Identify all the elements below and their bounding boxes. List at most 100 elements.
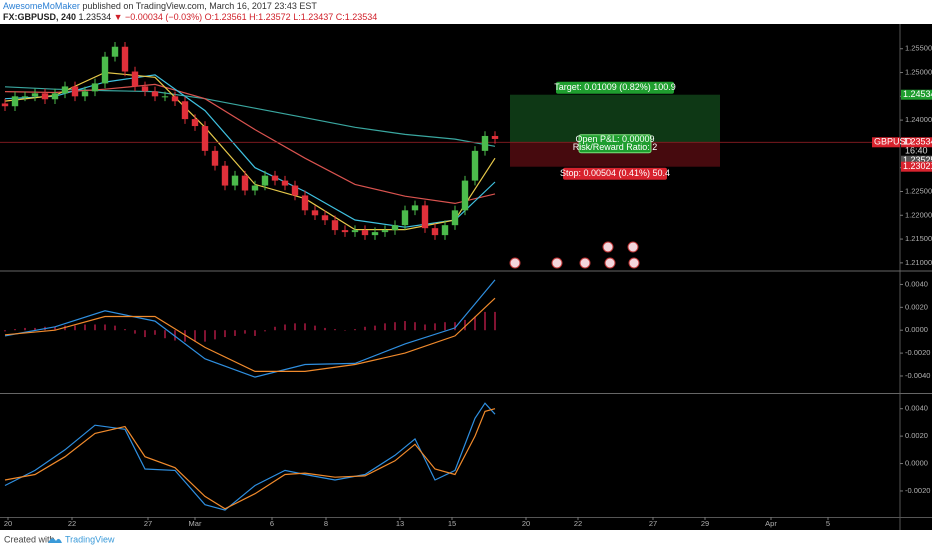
- histogram-bar: [84, 324, 86, 331]
- y-tick-label: 1.21500: [905, 234, 932, 243]
- stop-label: Stop: 0.00504 (0.41%) 50.4: [560, 168, 670, 178]
- symbol-box: [872, 137, 900, 148]
- histogram-bar: [354, 329, 356, 331]
- footer-created: Created with: [4, 534, 55, 544]
- x-tick-label: 27: [144, 519, 152, 528]
- indicator-line: [4, 83, 496, 205]
- histogram-bar: [494, 311, 496, 331]
- indicator-line: [4, 297, 496, 372]
- y-tick-label: 1.22500: [905, 186, 932, 195]
- author[interactable]: AwesomeMoMaker: [3, 1, 80, 11]
- histogram-bar: [154, 330, 156, 335]
- candle-body: [181, 101, 189, 120]
- candle-body: [191, 119, 199, 127]
- brand-logo: [48, 538, 62, 543]
- y-tick-label: 1.21000: [905, 258, 932, 267]
- histogram-bar: [394, 322, 396, 331]
- event-icon[interactable]: [604, 257, 616, 269]
- candle-body: [251, 185, 259, 191]
- candle-body: [391, 225, 399, 231]
- candle-body: [471, 150, 479, 181]
- histogram-bar: [214, 330, 216, 340]
- histogram-bar: [34, 327, 36, 331]
- histogram-bar: [364, 326, 366, 331]
- x-tick-label: Apr: [765, 519, 777, 528]
- histogram-bar: [54, 326, 56, 331]
- candle-body: [491, 135, 499, 139]
- candle-body: [421, 205, 429, 229]
- candle-body: [241, 175, 249, 191]
- candle-body: [171, 96, 179, 102]
- arrow: ▼: [114, 12, 123, 22]
- histogram-bar: [344, 330, 346, 331]
- x-tick-label: 13: [396, 519, 404, 528]
- histogram-bar: [194, 330, 196, 342]
- histogram-bar: [264, 330, 266, 332]
- histogram-bar: [164, 330, 166, 339]
- x-tick-label: 27: [649, 519, 657, 528]
- candle-body: [1, 103, 9, 107]
- histogram-bar: [94, 324, 96, 331]
- histogram-bar: [224, 330, 226, 338]
- histogram-bar: [104, 324, 106, 331]
- candle-body: [461, 180, 469, 211]
- ohlc: O:1.23561 H:1.23572 L:1.23437 C:1.23534: [205, 12, 378, 22]
- event-icon[interactable]: [579, 257, 591, 269]
- candle-body: [291, 185, 299, 196]
- histogram-bar: [114, 325, 116, 331]
- stop-price: 1.23021: [903, 161, 932, 171]
- candle-body: [51, 93, 59, 100]
- histogram-bar: [374, 325, 376, 331]
- histogram-bar: [124, 329, 126, 331]
- target-label: Target: 0.01009 (0.82%) 100.9: [554, 82, 676, 92]
- y-tick-label: 0.0000: [905, 325, 928, 334]
- y-tick-label: 0.0040: [905, 279, 928, 288]
- entry-price: 1.23525: [903, 155, 932, 165]
- histogram-bar: [414, 322, 416, 331]
- candle-body: [201, 126, 209, 151]
- ratio-label: Risk/Reward Ratio: 2: [573, 142, 658, 152]
- candle-body: [101, 56, 109, 84]
- footer-brand[interactable]: TradingView: [65, 534, 115, 544]
- candle-body: [131, 71, 139, 87]
- candle-body: [371, 232, 379, 236]
- event-icons: [509, 241, 640, 269]
- x-tick-label: 8: [324, 519, 328, 528]
- candle-body: [381, 230, 389, 233]
- indicator-line: [4, 279, 496, 378]
- event-icon[interactable]: [602, 241, 614, 253]
- histogram-bar: [174, 330, 176, 341]
- candle-body: [321, 215, 329, 221]
- candle-body: [141, 86, 149, 92]
- candle-body: [351, 230, 359, 233]
- histogram-bar: [134, 330, 136, 334]
- target-price: 1.24534: [903, 89, 932, 99]
- candle-body: [111, 46, 119, 57]
- candle-body: [211, 150, 219, 166]
- footer-bg: [0, 530, 932, 550]
- event-icon[interactable]: [628, 257, 640, 269]
- event-icon[interactable]: [509, 257, 521, 269]
- candle-body: [341, 230, 349, 233]
- y-tick-label: 1.25000: [905, 68, 932, 77]
- histogram-bar: [4, 330, 6, 332]
- histogram-bar: [24, 327, 26, 331]
- candle-body: [361, 230, 369, 236]
- event-icon[interactable]: [627, 241, 639, 253]
- candle-body: [301, 195, 309, 211]
- y-tick-label: 0.0020: [905, 302, 928, 311]
- event-icon[interactable]: [551, 257, 563, 269]
- histogram-bar: [14, 329, 16, 331]
- target-label-box: [556, 81, 674, 94]
- target-price-box: [901, 89, 932, 100]
- histogram-bar: [424, 324, 426, 331]
- candle-body: [441, 225, 449, 236]
- candle-body: [91, 83, 99, 92]
- x-tick-label: 15: [448, 519, 456, 528]
- candle-body: [231, 175, 239, 186]
- indicator-line: [4, 408, 496, 510]
- stop-zone: [510, 142, 720, 167]
- histogram-bar: [274, 326, 276, 331]
- x-tick-label: Mar: [189, 519, 202, 528]
